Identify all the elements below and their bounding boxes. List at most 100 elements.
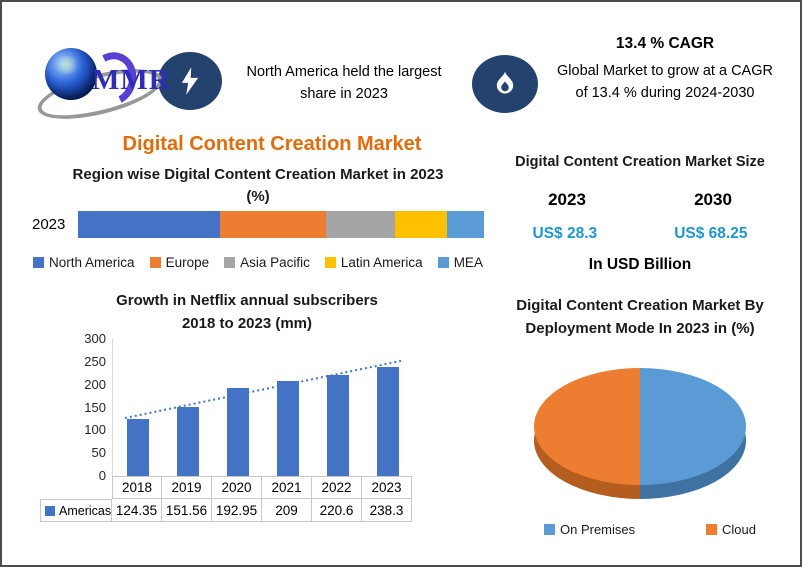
flame-badge [472, 55, 538, 113]
y-axis-tick-label: 50 [91, 445, 106, 461]
y-axis-tick-label: 0 [98, 468, 106, 483]
market-size-value-start: US$ 28.3 [532, 225, 598, 242]
legend-label: MEA [453, 254, 483, 270]
legend-swatch-icon [45, 505, 55, 516]
table-year-cell: 2018 [112, 476, 162, 499]
globe-continent-icon [54, 56, 80, 74]
table-value-cell: 124.35 [112, 499, 162, 522]
pie-chart [534, 368, 746, 500]
mmr-logo: MMR [33, 44, 180, 129]
lightning-badge [158, 52, 222, 110]
region-stacked-bar [78, 210, 484, 238]
region-bar-row: 2023 [32, 210, 484, 238]
netflix-year-row: 2018 2019 2020 2021 2022 2023 [112, 476, 412, 499]
highlight-note-line2: share in 2023 [300, 86, 388, 103]
table-value-cell: 238.3 [362, 499, 412, 522]
legend-swatch-icon [544, 524, 555, 535]
y-axis-tick-label: 250 [84, 353, 106, 369]
pie-top-face [534, 368, 746, 485]
legend-item: On Premises [544, 522, 635, 537]
legend-swatch-icon [437, 256, 449, 268]
market-size-title: Digital Content Creation Market Size [515, 154, 765, 170]
region-chart-title-line1: Region wise Digital Content Creation Mar… [72, 166, 444, 183]
region-segment [394, 210, 448, 238]
table-value-cell: 151.56 [162, 499, 212, 522]
legend-item: Cloud [706, 522, 756, 537]
bar-2022 [327, 375, 349, 476]
legend-swatch-icon [224, 256, 236, 268]
legend-swatch-icon [33, 256, 45, 268]
trendline-path [124, 359, 402, 419]
table-year-cell: 2022 [312, 476, 362, 499]
netflix-chart-title-line1: Growth in Netflix annual subscribers [116, 292, 378, 309]
legend-swatch-icon [324, 256, 336, 268]
deployment-pie-section: Digital Content Creation Market By Deplo… [490, 295, 790, 537]
legend-swatch-icon [706, 524, 718, 535]
region-category-label: 2023 [32, 215, 66, 233]
region-legend: North America Europe Asia Pacific Latin Ame… [32, 255, 484, 270]
region-segment [325, 210, 395, 238]
pie-title-line1: Digital Content Creation Market By [516, 297, 764, 314]
market-size-year-start: 2023 [548, 190, 586, 209]
table-year-cell: 2020 [212, 476, 262, 499]
table-year-cell: 2021 [262, 476, 312, 499]
cagr-line2: of 13.4 % during 2024-2030 [575, 84, 755, 101]
legend-label: Europe [165, 254, 210, 270]
table-value-cell: 220.6 [312, 499, 362, 522]
logo-text: MMR [92, 64, 171, 96]
pie-title: Digital Content Creation Market By Deplo… [490, 295, 790, 340]
trendline [124, 359, 402, 419]
table-value-cell: 209 [262, 499, 312, 522]
region-chart: Region wise Digital Content Creation Mar… [32, 164, 484, 270]
y-axis-tick-label: 300 [84, 331, 106, 346]
market-size-values: US$ 28.3 US$ 68.25 [494, 225, 786, 243]
market-size-panel: Digital Content Creation Market Size 202… [494, 154, 786, 274]
netflix-chart-area: 0 50 100 150 200 250 300 2018 2019 2020 2021 2022 2… [32, 331, 462, 523]
market-size-year-end: 2030 [694, 190, 732, 209]
legend-label: Latin America [340, 254, 423, 270]
main-title: Digital Content Creation Market [122, 133, 422, 155]
highlight-note-line1: North America held the largest [246, 64, 442, 80]
bar-2021 [277, 381, 299, 476]
table-value-cell: 192.95 [212, 499, 262, 522]
lightning-icon [181, 67, 199, 95]
legend-item: Europe [149, 254, 210, 270]
legend-label: Asia Pacific [240, 254, 310, 270]
legend-item: MEA [437, 254, 483, 270]
series-legend-cell: Americas [40, 499, 112, 522]
legend-item: Latin America [324, 254, 423, 270]
netflix-chart-title-line2: 2018 to 2023 (mm) [181, 314, 313, 332]
legend-label: North America [49, 254, 135, 270]
market-size-unit: In USD Billion [588, 256, 692, 273]
netflix-chart-title: Growth in Netflix annual subscribers 201… [32, 290, 462, 335]
market-size-value-end: US$ 68.25 [674, 225, 748, 242]
region-segment [220, 210, 326, 238]
cagr-title: 13.4 % CAGR [615, 35, 715, 52]
market-size-years: 2023 2030 [494, 190, 786, 210]
y-axis-tick-label: 100 [84, 422, 106, 438]
region-segment [447, 210, 484, 238]
y-axis-tick-label: 150 [84, 399, 106, 415]
flame-icon [496, 71, 514, 94]
region-segment [78, 210, 221, 238]
cagr-line1: Global Market to grow at a CAGR [557, 63, 773, 79]
legend-item: North America [33, 255, 135, 270]
bar-2020 [227, 388, 249, 476]
bar-2019 [177, 407, 199, 476]
cagr-block: 13.4 % CAGR Global Market to grow at a C… [540, 35, 790, 105]
netflix-value-row: Americas 124.35 151.56 192.95 209 220.6 238.3 [40, 499, 412, 522]
bar-2023 [377, 367, 399, 476]
series-name: Americas [59, 503, 112, 518]
region-chart-title: Region wise Digital Content Creation Mar… [32, 164, 484, 208]
netflix-plot-area [112, 339, 413, 477]
table-year-cell: 2019 [162, 476, 212, 499]
legend-label: On Premises [560, 522, 636, 537]
pie-title-line2: Deployment Mode In 2023 in (%) [525, 319, 755, 337]
pie-legend: On Premises Cloud [490, 522, 790, 537]
legend-label: Cloud [722, 522, 756, 537]
y-axis-tick-label: 200 [84, 376, 106, 392]
netflix-chart: Growth in Netflix annual subscribers 201… [32, 290, 462, 523]
region-chart-title-line2: (%) [246, 187, 270, 205]
highlight-note: North America held the largest share in … [239, 61, 449, 106]
